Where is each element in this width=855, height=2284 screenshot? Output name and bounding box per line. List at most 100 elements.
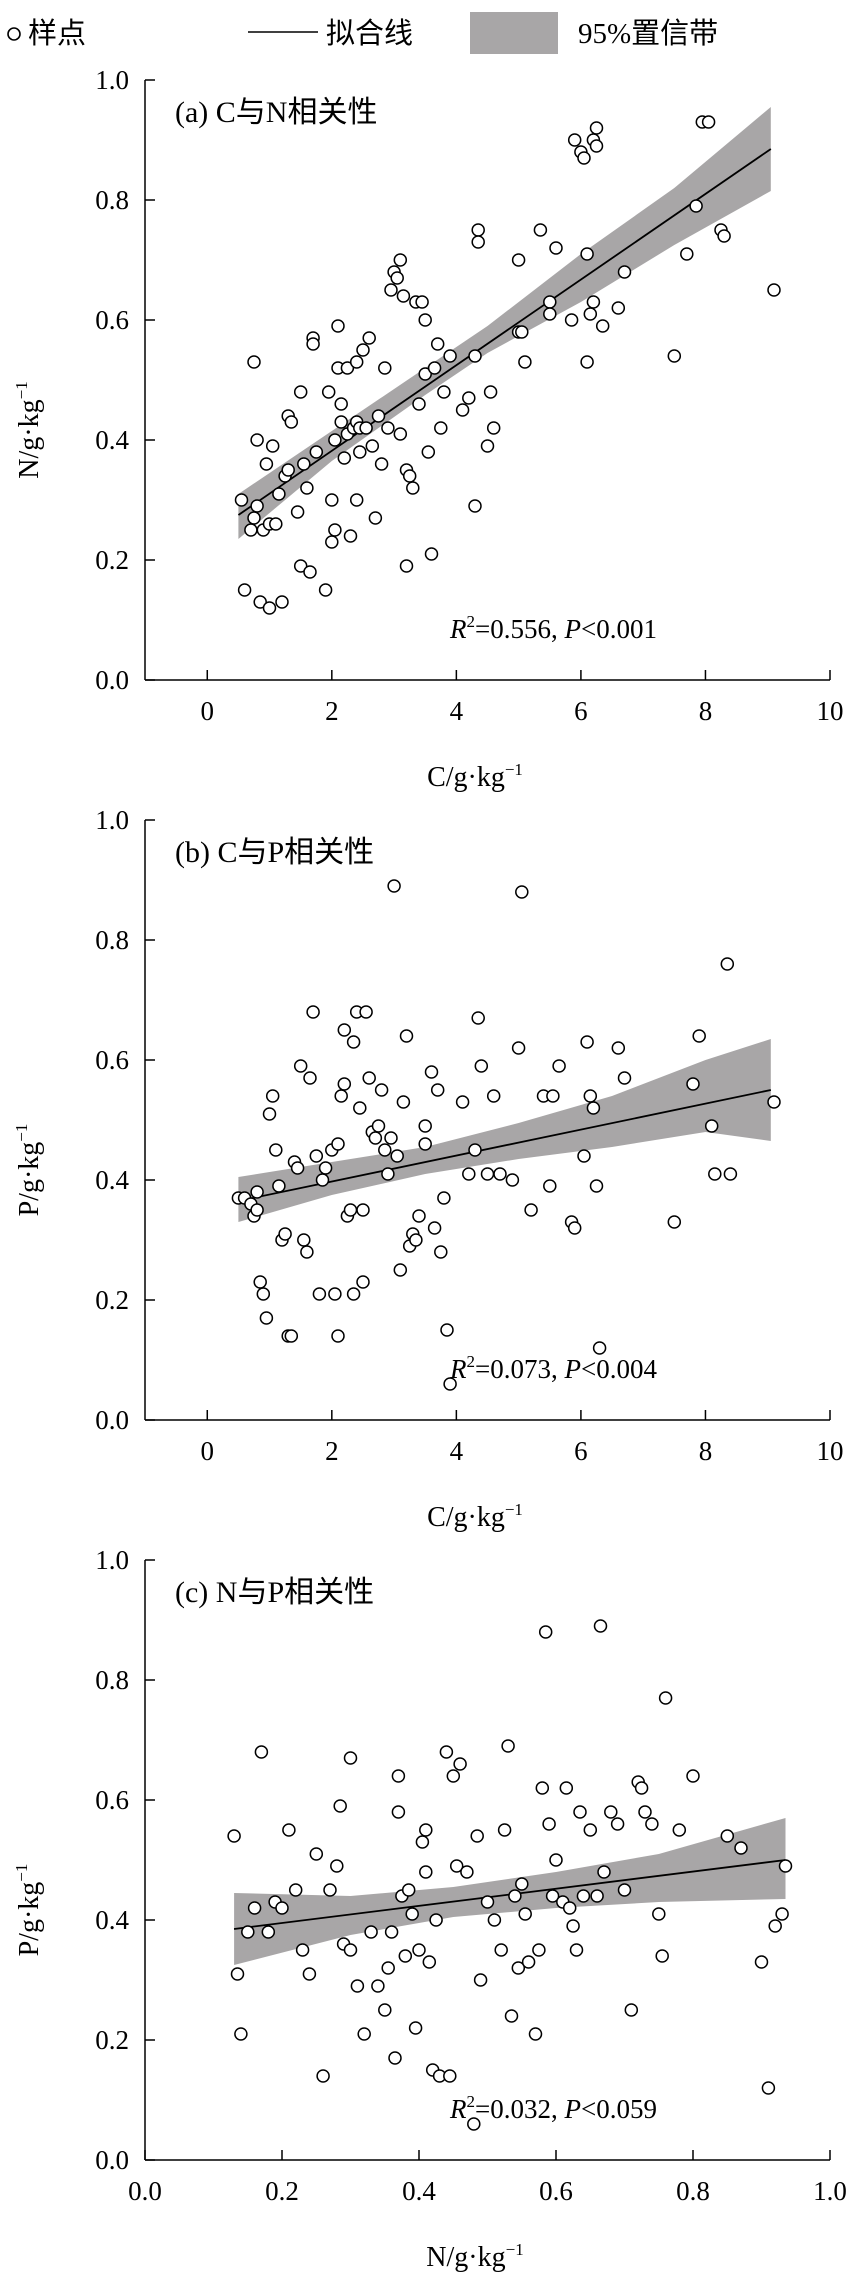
p-label: P: [563, 1354, 581, 1384]
chart-title-a: (a) C与N相关性: [175, 96, 377, 129]
axes-a: 0.0 0.2 0.4 0.6 0.8 1.0 0 2 4 6 8 10: [95, 65, 843, 726]
sample-point: [300, 481, 314, 495]
sample-point: [430, 337, 445, 351]
sample-point: [778, 1859, 793, 1873]
sample-point: [460, 1865, 474, 1879]
sample-point: [398, 1949, 413, 1963]
sample-point: [259, 457, 274, 471]
sample-point: [533, 223, 548, 237]
sample-point: [253, 595, 267, 609]
x-tick-label: 0: [201, 696, 215, 726]
sample-point: [393, 427, 408, 441]
legend-band-marker: [470, 12, 558, 54]
sample-point: [399, 1029, 414, 1043]
sample-point: [368, 1131, 383, 1145]
y-tick-label: 0.0: [95, 1405, 129, 1435]
sample-point: [419, 1823, 433, 1837]
y-tick-label: 0.0: [95, 2145, 129, 2175]
sample-point: [353, 1101, 367, 1115]
sample-point: [580, 247, 594, 261]
sample-point: [528, 2027, 543, 2041]
sample-point: [328, 1287, 342, 1301]
fit-line-a: [237, 148, 772, 516]
sample-point: [306, 337, 320, 351]
sample-point: [356, 343, 370, 357]
sample-point: [543, 295, 557, 309]
sample-point: [325, 535, 339, 549]
r-sup: 2: [467, 2092, 476, 2111]
sample-point: [272, 1179, 286, 1193]
sample-point: [430, 1083, 445, 1097]
sample-point: [493, 1167, 507, 1181]
sample-point: [595, 319, 610, 333]
sample-point: [467, 2117, 481, 2131]
sample-point: [483, 385, 498, 399]
sample-point: [511, 1041, 526, 1055]
r-label: R: [449, 2094, 467, 2124]
x-tick-label: 8: [699, 1436, 713, 1466]
sample-point: [328, 523, 342, 537]
sample-point: [617, 1071, 632, 1085]
x-tick-label: 0.6: [539, 2176, 573, 2206]
sample-point: [518, 1907, 532, 1921]
axes-c: 0.0 0.2 0.4 0.6 0.8 1.0 0.0 0.2 0.4 0.6 0.8 1.0: [95, 1545, 847, 2206]
sample-point: [586, 1101, 601, 1115]
axes-b: 0.0 0.2 0.4 0.6 0.8 1.0 0 2 4 6 8 10: [95, 805, 843, 1466]
p-value: <0.004: [581, 1354, 657, 1384]
sample-point: [508, 1889, 522, 1903]
sample-point: [374, 1083, 389, 1097]
sample-point: [418, 1119, 432, 1133]
sample-point: [597, 1865, 611, 1879]
sample-point: [419, 1865, 433, 1879]
sample-point: [378, 1143, 392, 1157]
sample-point: [331, 1137, 345, 1151]
sample-point: [768, 1919, 782, 1933]
sample-point: [399, 559, 414, 573]
sample-point: [422, 1955, 437, 1969]
sample-point: [471, 1011, 485, 1025]
sample-point: [686, 1769, 700, 1783]
sample-point: [234, 493, 249, 507]
sample-point: [480, 1167, 495, 1181]
sample-point: [586, 295, 601, 309]
sample-point: [396, 1095, 411, 1109]
sample-point: [667, 349, 682, 363]
r-sup: 2: [467, 612, 476, 631]
sample-point: [349, 493, 364, 507]
sample-point: [350, 1979, 365, 1993]
sample-point: [302, 1967, 317, 1981]
sample-point: [253, 1275, 267, 1289]
sample-points-b: [231, 879, 781, 1391]
sample-point: [434, 1245, 448, 1259]
sample-point: [418, 367, 432, 381]
sample-point: [515, 325, 529, 339]
y-axis-label-text: P/g·kg: [14, 1142, 45, 1217]
sample-point: [497, 1823, 512, 1837]
sample-point: [449, 1859, 464, 1873]
sample-point: [704, 1119, 719, 1133]
x-axis-label-b: C/g·kg−1: [427, 1500, 523, 1533]
sample-point: [384, 283, 398, 297]
sample-point: [323, 1883, 337, 1897]
x-tick-label: 2: [325, 696, 339, 726]
sample-point: [337, 451, 352, 465]
sample-point: [511, 253, 526, 267]
sample-point: [686, 1077, 700, 1091]
chart-title-c: (c) N与P相关性: [175, 1576, 374, 1609]
sample-point: [359, 421, 373, 435]
sample-point: [337, 1077, 352, 1091]
sample-point: [343, 529, 358, 543]
sample-point: [282, 1823, 296, 1837]
sample-point: [418, 1137, 432, 1151]
sample-point: [473, 1973, 488, 1987]
sample-point: [767, 1095, 781, 1109]
sample-point: [593, 1619, 608, 1633]
stats-annotation-b: R2=0.073, P<0.004: [449, 1352, 657, 1384]
sample-point: [241, 1925, 255, 1939]
x-tick-label: 2: [325, 1436, 339, 1466]
y-tick-label: 0.2: [95, 1285, 129, 1315]
y-axis-label-sup: −1: [12, 1124, 31, 1142]
sample-point: [546, 1089, 560, 1103]
sample-point: [549, 1853, 563, 1867]
sample-point: [583, 1823, 598, 1837]
